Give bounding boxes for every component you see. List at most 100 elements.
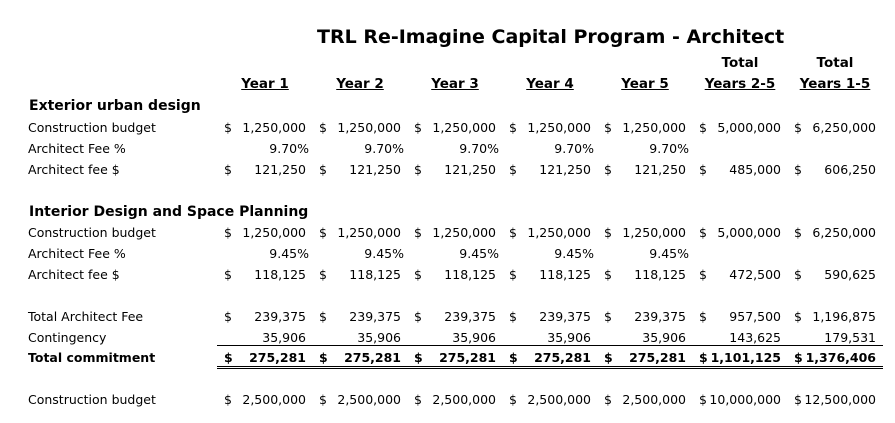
cell-value: 275,281	[629, 350, 686, 365]
currency-symbol: $	[414, 120, 422, 135]
currency-symbol: $	[509, 120, 517, 135]
header-year-4: Year 4	[526, 76, 574, 92]
currency-symbol: $	[414, 392, 422, 407]
currency-symbol: $	[319, 225, 327, 240]
row-label: Total commitment	[28, 350, 156, 365]
cell-value: 121,250	[254, 162, 306, 177]
currency-symbol: $	[604, 350, 613, 365]
cell-value: 35,906	[357, 330, 401, 345]
cell-value: 121,250	[444, 162, 496, 177]
cell-value: 606,250	[824, 162, 876, 177]
currency-symbol: $	[699, 267, 707, 282]
cell-value: 121,250	[539, 162, 591, 177]
cell-value: 239,375	[254, 309, 306, 324]
header-year-5: Year 5	[621, 76, 669, 92]
currency-symbol: $	[794, 350, 803, 365]
cell-value: 12,500,000	[804, 392, 876, 407]
currency-symbol: $	[414, 225, 422, 240]
cell-value: 1,250,000	[622, 120, 686, 135]
page-title: TRL Re-Imagine Capital Program - Archite…	[317, 26, 785, 48]
row-label: Construction budget	[28, 120, 156, 135]
cell-value: 6,250,000	[812, 225, 876, 240]
currency-symbol: $	[319, 120, 327, 135]
cell-value: 1,250,000	[242, 120, 306, 135]
section-title-exterior: Exterior urban design	[29, 98, 201, 114]
currency-symbol: $	[509, 392, 517, 407]
cell-value: 275,281	[439, 350, 496, 365]
currency-symbol: $	[604, 267, 612, 282]
cell-value: 275,281	[534, 350, 591, 365]
cell-value: 590,625	[824, 267, 876, 282]
row-label: Construction budget	[28, 225, 156, 240]
currency-symbol: $	[794, 225, 802, 240]
cell-value: 1,250,000	[337, 120, 401, 135]
currency-symbol: $	[604, 225, 612, 240]
cell-value: 2,500,000	[432, 392, 496, 407]
header-total-1-5: Years 1-5	[799, 76, 871, 92]
header-year-3: Year 3	[431, 76, 479, 92]
currency-symbol: $	[509, 267, 517, 282]
cell-value: 1,196,875	[812, 309, 876, 324]
currency-symbol: $	[319, 309, 327, 324]
header-year-1: Year 1	[241, 76, 289, 92]
cell-value: 121,250	[349, 162, 401, 177]
currency-symbol: $	[224, 392, 232, 407]
cell-value: 5,000,000	[717, 120, 781, 135]
cell-value: 5,000,000	[717, 225, 781, 240]
cell-value: 2,500,000	[242, 392, 306, 407]
currency-symbol: $	[794, 309, 802, 324]
row-label: Architect fee $	[28, 162, 120, 177]
cell-value: 118,125	[539, 267, 591, 282]
total-rule-2	[217, 368, 883, 369]
currency-symbol: $	[604, 392, 612, 407]
currency-symbol: $	[699, 350, 708, 365]
cell-value: 1,250,000	[337, 225, 401, 240]
cell-value: 2,500,000	[622, 392, 686, 407]
row-label: Architect fee $	[28, 267, 120, 282]
total-rule-1	[217, 366, 883, 367]
currency-symbol: $	[509, 309, 517, 324]
currency-symbol: $	[224, 120, 232, 135]
currency-symbol: $	[319, 392, 327, 407]
currency-symbol: $	[509, 225, 517, 240]
cell-value: 1,250,000	[527, 120, 591, 135]
currency-symbol: $	[414, 162, 422, 177]
row-label: Construction budget	[28, 392, 156, 407]
cell-percent: 9.70%	[364, 141, 404, 156]
cell-value: 1,101,125	[710, 350, 781, 365]
cell-percent: 9.45%	[649, 246, 689, 261]
currency-symbol: $	[414, 309, 422, 324]
currency-symbol: $	[224, 267, 232, 282]
currency-symbol: $	[414, 350, 423, 365]
cell-value: 118,125	[254, 267, 306, 282]
header-total-1-5-top: Total	[816, 55, 854, 71]
currency-symbol: $	[509, 162, 517, 177]
row-label: Contingency	[28, 330, 107, 345]
cell-value: 239,375	[634, 309, 686, 324]
cell-percent: 9.45%	[269, 246, 309, 261]
cell-percent: 9.45%	[554, 246, 594, 261]
cell-value: 275,281	[344, 350, 401, 365]
currency-symbol: $	[224, 225, 232, 240]
currency-symbol: $	[699, 162, 707, 177]
cell-value: 1,250,000	[527, 225, 591, 240]
cell-value: 10,000,000	[709, 392, 781, 407]
cell-value: 6,250,000	[812, 120, 876, 135]
cell-value: 35,906	[262, 330, 306, 345]
currency-symbol: $	[319, 162, 327, 177]
cell-value: 1,250,000	[622, 225, 686, 240]
currency-symbol: $	[319, 267, 327, 282]
cell-percent: 9.45%	[364, 246, 404, 261]
cell-value: 35,906	[642, 330, 686, 345]
currency-symbol: $	[224, 162, 232, 177]
cell-value: 239,375	[349, 309, 401, 324]
section-title-interior: Interior Design and Space Planning	[29, 204, 309, 220]
cell-value: 275,281	[249, 350, 306, 365]
cell-percent: 9.70%	[554, 141, 594, 156]
currency-symbol: $	[604, 162, 612, 177]
currency-symbol: $	[794, 392, 802, 407]
header-total-2-5-top: Total	[721, 55, 759, 71]
cell-value: 35,906	[452, 330, 496, 345]
currency-symbol: $	[224, 309, 232, 324]
currency-symbol: $	[509, 350, 518, 365]
